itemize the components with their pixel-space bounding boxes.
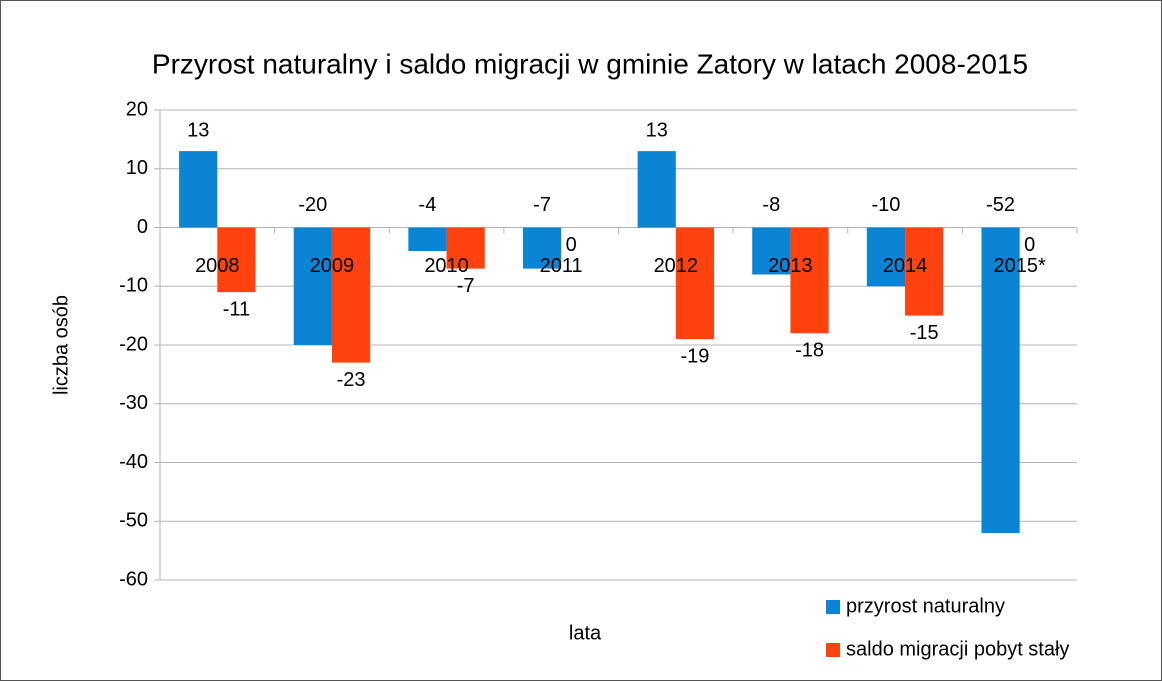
bar (790, 227, 829, 334)
x-tick-label: 2014 (883, 255, 928, 277)
data-label: 13 (646, 119, 668, 141)
data-label: -52 (986, 194, 1015, 216)
y-axis-title: liczba osób (50, 295, 72, 395)
y-tick-label: -20 (119, 333, 148, 355)
bar (637, 151, 676, 228)
x-tick-label: 2009 (310, 255, 355, 277)
x-tick-label: 2012 (654, 255, 699, 277)
y-tick-label: -60 (119, 568, 148, 590)
data-label: 13 (187, 119, 209, 141)
data-label: -18 (795, 340, 824, 362)
y-tick-label: 10 (126, 157, 148, 179)
legend-swatch (826, 600, 840, 614)
bar (331, 227, 371, 363)
x-axis-title: lata (569, 622, 602, 644)
legend-swatch (826, 643, 840, 657)
bar (752, 227, 791, 275)
bar (179, 151, 218, 228)
legend-label: saldo migracji pobyt stały (846, 638, 1069, 660)
bar (293, 227, 332, 345)
bar (217, 227, 256, 293)
data-label: -23 (337, 369, 366, 391)
data-label: -7 (533, 194, 551, 216)
data-label: 0 (566, 234, 577, 256)
data-label: -20 (298, 194, 327, 216)
y-tick-label: 0 (137, 216, 148, 238)
legend-label: przyrost naturalny (846, 595, 1005, 617)
data-label: -19 (680, 345, 709, 367)
x-tick-label: 2011 (540, 255, 583, 277)
y-tick-label: -50 (119, 510, 148, 532)
bar (905, 227, 944, 316)
data-label: -4 (419, 194, 437, 216)
x-tick-label: 2008 (195, 255, 240, 277)
y-tick-label: -40 (119, 451, 148, 473)
data-label: -11 (223, 298, 250, 320)
bar (408, 227, 447, 251)
y-tick-label: -10 (119, 275, 148, 297)
bar (446, 227, 485, 269)
bar (675, 227, 715, 340)
chart-title: Przyrost naturalny i saldo migracji w gm… (152, 48, 1028, 79)
data-label: -7 (457, 275, 475, 297)
data-label: -10 (872, 194, 901, 216)
data-label: -15 (910, 322, 939, 344)
bar (981, 227, 1020, 533)
y-tick-label: 20 (126, 98, 148, 120)
data-label: -8 (762, 194, 780, 216)
x-tick-label: 2010 (424, 255, 469, 277)
x-tick-label: 2013 (768, 255, 813, 277)
bar (522, 227, 562, 269)
x-tick-label: 2015* (994, 255, 1046, 277)
bar (866, 227, 906, 287)
data-label: 0 (1024, 234, 1035, 256)
y-tick-label: -30 (119, 392, 148, 414)
